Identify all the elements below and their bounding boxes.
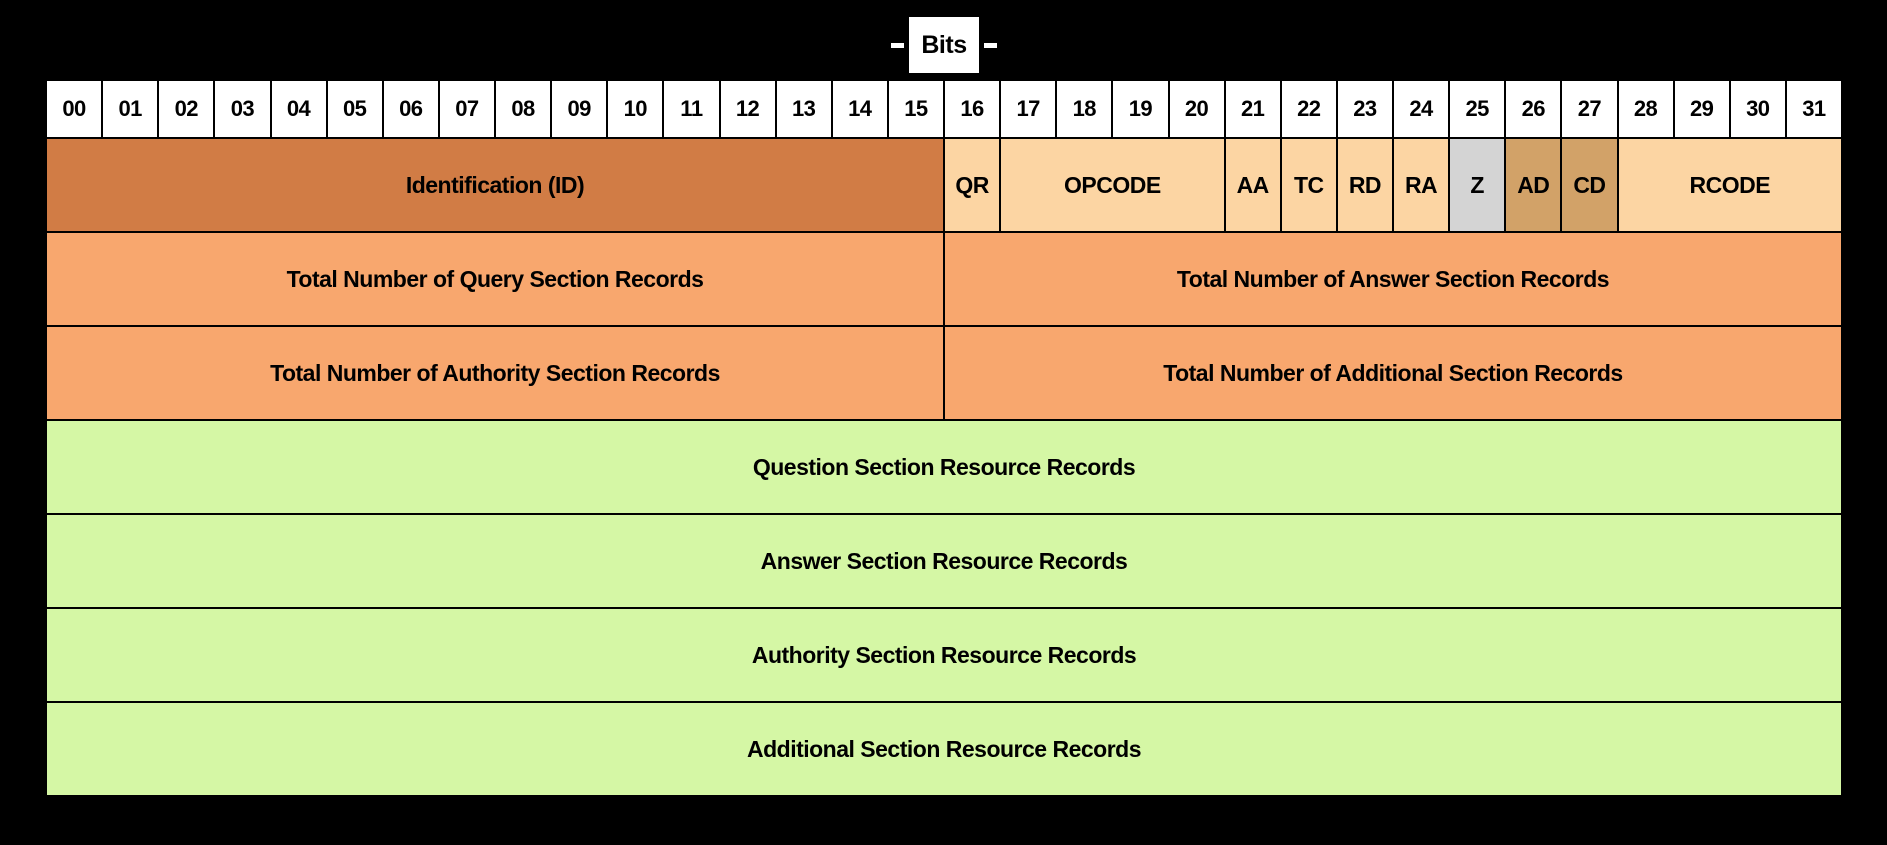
bit-number-01: 01	[102, 80, 159, 138]
cell-total-number-of-additional-section-records: Total Number of Additional Section Recor…	[944, 326, 1842, 420]
bit-number-15: 15	[887, 80, 944, 138]
bit-number-30: 30	[1729, 80, 1786, 138]
cell-additional-section-resource-records: Additional Section Resource Records	[46, 702, 1842, 796]
bit-number-17: 17	[1000, 80, 1057, 138]
bit-number-16: 16	[944, 80, 1001, 138]
bit-number-23: 23	[1336, 80, 1393, 138]
cell-total-number-of-query-section-records: Total Number of Query Section Records	[46, 232, 944, 326]
cell-answer-section-resource-records: Answer Section Resource Records	[46, 514, 1842, 608]
bit-number-26: 26	[1505, 80, 1562, 138]
bit-number-24: 24	[1393, 80, 1450, 138]
row-query-answer-counts: Total Number of Query Section Records Tot…	[46, 232, 1842, 326]
field-rows: Identification (ID) QR OPCODE AA TC RD RA Z AD CD…	[46, 138, 1842, 796]
bit-number-09: 09	[551, 80, 608, 138]
cell-rcode: RCODE	[1617, 138, 1842, 232]
bit-number-14: 14	[831, 80, 888, 138]
cell-total-number-of-answer-section-records: Total Number of Answer Section Records	[944, 232, 1842, 326]
bit-number-00: 00	[46, 80, 103, 138]
cell-qr: QR	[944, 138, 1001, 232]
bit-number-25: 25	[1449, 80, 1506, 138]
bits-arrow-left-icon	[891, 42, 904, 48]
bit-number-13: 13	[775, 80, 832, 138]
cell-opcode: OPCODE	[1000, 138, 1225, 232]
bit-number-08: 08	[495, 80, 552, 138]
bits-arrow-right-icon	[984, 42, 997, 48]
bit-number-05: 05	[326, 80, 383, 138]
dns-packet-header-table: 00 01 02 03 04 05 06 07 08 09 10 11 12 13 14 15 16 17 18 19…	[44, 78, 1844, 798]
bit-numbers-row: 00 01 02 03 04 05 06 07 08 09 10 11 12 13 14 15 16 17 18 19…	[46, 80, 1842, 138]
bit-number-12: 12	[719, 80, 776, 138]
cell-aa: AA	[1224, 138, 1281, 232]
bit-number-18: 18	[1056, 80, 1113, 138]
bit-number-04: 04	[270, 80, 327, 138]
bit-number-28: 28	[1617, 80, 1674, 138]
bit-number-22: 22	[1280, 80, 1337, 138]
cell-ad: AD	[1505, 138, 1562, 232]
bit-number-02: 02	[158, 80, 215, 138]
bit-number-11: 11	[663, 80, 720, 138]
bits-label: Bits	[909, 17, 979, 73]
bit-number-20: 20	[1168, 80, 1225, 138]
cell-ra: RA	[1393, 138, 1450, 232]
row-additional-section: Additional Section Resource Records	[46, 702, 1842, 796]
cell-z: Z	[1449, 138, 1506, 232]
row-answer-section: Answer Section Resource Records	[46, 514, 1842, 608]
row-authority-additional-counts: Total Number of Authority Section Record…	[46, 326, 1842, 420]
bit-number-03: 03	[214, 80, 271, 138]
cell-tc: TC	[1280, 138, 1337, 232]
row-question-section: Question Section Resource Records	[46, 420, 1842, 514]
bit-number-31: 31	[1785, 80, 1842, 138]
bit-number-19: 19	[1112, 80, 1169, 138]
row-authority-section: Authority Section Resource Records	[46, 608, 1842, 702]
bit-number-21: 21	[1224, 80, 1281, 138]
cell-authority-section-resource-records: Authority Section Resource Records	[46, 608, 1842, 702]
row-identification-flags: Identification (ID) QR OPCODE AA TC RD RA Z AD CD…	[46, 138, 1842, 232]
bit-number-10: 10	[607, 80, 664, 138]
bit-number-29: 29	[1673, 80, 1730, 138]
cell-cd: CD	[1561, 138, 1618, 232]
cell-total-number-of-authority-section-records: Total Number of Authority Section Record…	[46, 326, 944, 420]
cell-rd: RD	[1336, 138, 1393, 232]
bit-number-07: 07	[438, 80, 495, 138]
bits-label-group: Bits	[891, 17, 997, 73]
cell-identification-id: Identification (ID)	[46, 138, 944, 232]
bit-number-06: 06	[382, 80, 439, 138]
bit-number-27: 27	[1561, 80, 1618, 138]
cell-question-section-resource-records: Question Section Resource Records	[46, 420, 1842, 514]
